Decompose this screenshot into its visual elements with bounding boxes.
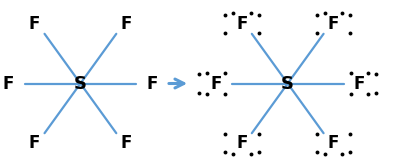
Text: S: S <box>281 74 294 93</box>
Text: F: F <box>354 74 365 93</box>
Text: F: F <box>146 74 158 93</box>
Text: F: F <box>210 74 222 93</box>
Text: F: F <box>29 15 40 33</box>
Text: F: F <box>328 134 339 152</box>
Text: F: F <box>236 134 248 152</box>
Text: F: F <box>3 74 14 93</box>
Text: F: F <box>328 15 339 33</box>
Text: F: F <box>120 15 132 33</box>
Text: F: F <box>236 15 248 33</box>
Text: F: F <box>120 134 132 152</box>
Text: F: F <box>29 134 40 152</box>
Text: S: S <box>74 74 87 93</box>
